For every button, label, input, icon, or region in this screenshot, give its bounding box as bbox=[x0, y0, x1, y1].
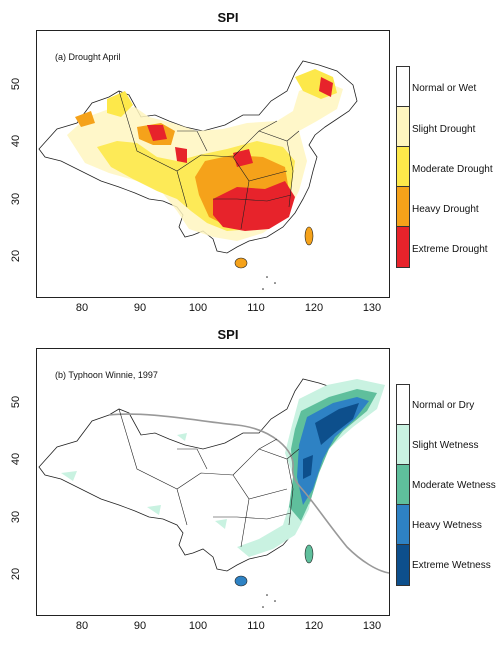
wetness-map bbox=[38, 378, 389, 608]
y-tick-label: 50 bbox=[10, 395, 22, 409]
x-tick-label: 130 bbox=[362, 620, 382, 632]
legend-swatch bbox=[397, 187, 409, 227]
sea-islands bbox=[262, 594, 276, 608]
panel-caption: (a) Drought April bbox=[55, 52, 121, 62]
y-tick-label: 40 bbox=[10, 134, 22, 148]
legend-swatch bbox=[397, 545, 409, 585]
legend-label: Slight Wetness bbox=[412, 440, 479, 451]
drought-moderate-north bbox=[107, 69, 337, 117]
taiwan-island bbox=[304, 226, 314, 246]
panel-typhoon: SPI (b) Typhoon Winnie, 1997 50 40 30 2 bbox=[0, 322, 500, 647]
x-tick-label: 100 bbox=[188, 302, 208, 314]
x-tick-label: 80 bbox=[75, 302, 89, 314]
taiwan-island bbox=[304, 544, 314, 564]
x-tick-label: 110 bbox=[247, 302, 265, 314]
wetness-heavy-area bbox=[297, 397, 369, 505]
legend-swatch bbox=[397, 107, 409, 147]
hainan-island bbox=[234, 257, 248, 269]
x-tick-label: 130 bbox=[362, 302, 382, 314]
legend-label: Extreme Wetness bbox=[412, 560, 491, 571]
panel-title: SPI bbox=[217, 10, 239, 25]
panel-title: SPI bbox=[217, 327, 239, 342]
wetness-extreme-area bbox=[303, 403, 359, 479]
drought-heavy-west bbox=[75, 111, 175, 145]
legend-label: Slight Drought bbox=[412, 124, 476, 135]
hainan-island bbox=[234, 575, 248, 587]
x-tick-label: 100 bbox=[188, 620, 208, 632]
legend-label: Moderate Drought bbox=[412, 164, 493, 175]
legend-swatch bbox=[397, 147, 409, 187]
legend-label: Normal or Dry bbox=[412, 400, 475, 411]
legend-swatch bbox=[397, 505, 409, 545]
drought-extreme-area bbox=[213, 181, 295, 231]
drought-map bbox=[38, 60, 358, 290]
legend-label: Moderate Wetness bbox=[412, 480, 496, 491]
y-tick-label: 40 bbox=[10, 452, 22, 466]
x-tick-label: 120 bbox=[304, 302, 324, 314]
province-borders bbox=[118, 90, 300, 230]
x-tick-label: 90 bbox=[133, 620, 147, 632]
x-tick-label: 110 bbox=[247, 620, 265, 632]
legend-swatch bbox=[397, 425, 409, 465]
x-tick-label: 120 bbox=[304, 620, 324, 632]
legend-swatch bbox=[397, 385, 409, 425]
legend-label: Heavy Wetness bbox=[412, 520, 482, 531]
province-borders bbox=[118, 408, 300, 548]
panel-caption: (b) Typhoon Winnie, 1997 bbox=[55, 370, 158, 380]
y-tick-label: 50 bbox=[10, 77, 22, 91]
legend-swatch bbox=[397, 465, 409, 505]
legend-swatch bbox=[397, 67, 409, 107]
legend-label: Normal or Wet bbox=[412, 83, 477, 94]
legend-swatch bbox=[397, 227, 409, 267]
legend-label: Heavy Drought bbox=[412, 204, 479, 215]
y-tick-label: 20 bbox=[10, 249, 22, 263]
map-frame-drought: (a) Drought April bbox=[36, 30, 390, 298]
legend-wetness bbox=[396, 384, 410, 586]
x-tick-label: 80 bbox=[75, 620, 89, 632]
y-tick-label: 30 bbox=[10, 510, 22, 524]
panel-drought: SPI (a) Drought April 50 40 30 2 bbox=[10, 10, 493, 314]
x-tick-label: 90 bbox=[133, 302, 147, 314]
map-frame-typhoon: (b) Typhoon Winnie, 1997 bbox=[36, 348, 390, 616]
y-tick-label: 30 bbox=[10, 192, 22, 206]
legend-label: Extreme Drought bbox=[412, 244, 488, 255]
legend-drought bbox=[396, 66, 410, 268]
y-tick-label: 20 bbox=[10, 567, 22, 581]
sea-islands bbox=[262, 276, 276, 290]
typhoon-track bbox=[108, 413, 389, 574]
